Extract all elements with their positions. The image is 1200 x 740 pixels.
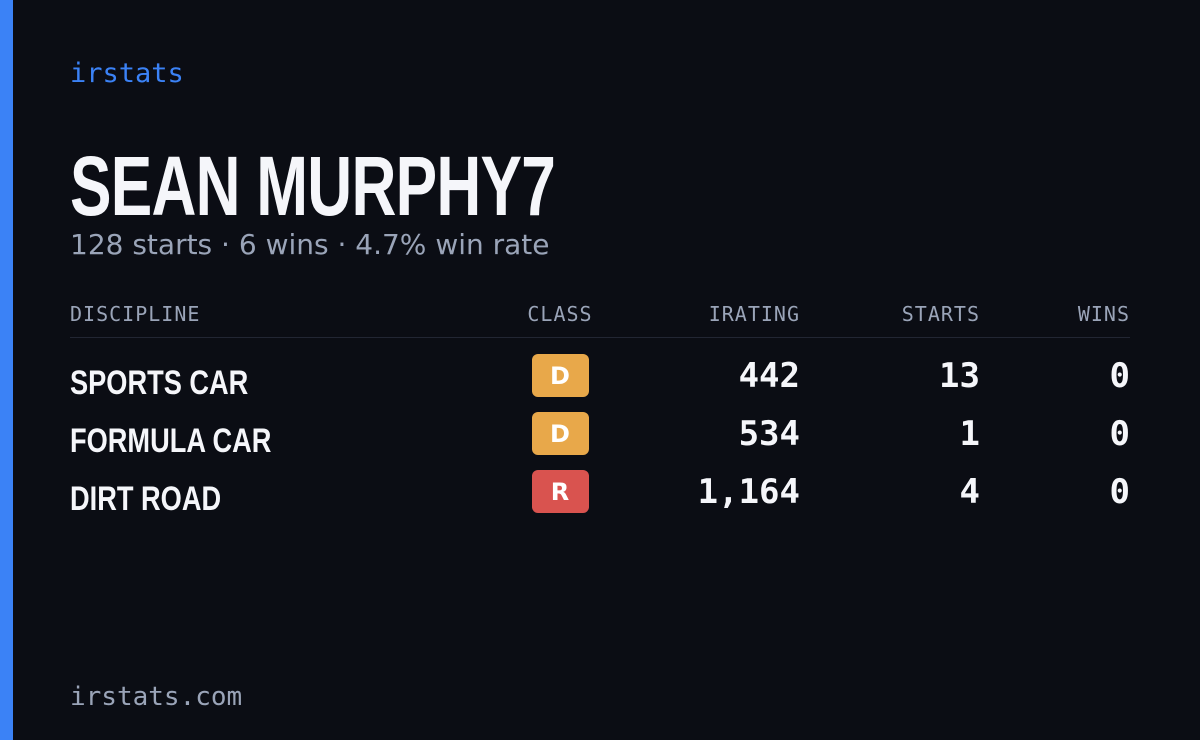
starts: 1	[959, 414, 980, 454]
starts: 13	[939, 356, 980, 396]
class-badge: R	[531, 470, 589, 513]
profile-summary: 128 starts · 6 wins · 4.7% win rate	[70, 228, 550, 261]
irating: 534	[738, 414, 800, 454]
wins: 0	[1109, 414, 1130, 454]
discipline: FORMULA CAR	[70, 422, 272, 460]
discipline: SPORTS CAR	[70, 364, 249, 402]
wins: 0	[1109, 472, 1130, 512]
brand: irstats	[70, 58, 184, 89]
footer: irstats.com	[70, 682, 243, 712]
column-header: DISCIPLINE	[70, 302, 201, 326]
column-header: CLASS	[527, 302, 593, 326]
discipline: DIRT ROAD	[70, 480, 222, 518]
irating: 442	[738, 356, 800, 396]
divider	[70, 337, 1130, 338]
column-header: WINS	[1077, 302, 1130, 326]
accent-bar	[0, 0, 13, 740]
wins: 0	[1109, 356, 1130, 396]
class-badge: D	[531, 354, 589, 397]
column-header: STARTS	[901, 302, 980, 326]
irating: 1,164	[697, 472, 800, 512]
profile-name: SEAN MURPHY7	[70, 139, 556, 233]
class-badge: D	[531, 412, 589, 455]
column-header: IRATING	[708, 302, 800, 326]
starts: 4	[959, 472, 980, 512]
